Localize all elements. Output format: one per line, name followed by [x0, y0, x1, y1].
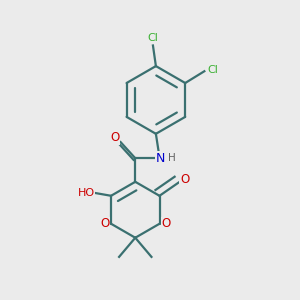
Text: O: O: [180, 173, 189, 186]
Text: O: O: [100, 217, 109, 230]
Text: H: H: [168, 153, 176, 163]
Text: O: O: [110, 131, 119, 144]
Text: HO: HO: [77, 188, 94, 198]
Text: N: N: [156, 152, 165, 165]
Text: Cl: Cl: [207, 65, 218, 75]
Text: Cl: Cl: [148, 33, 158, 43]
Text: O: O: [161, 217, 171, 230]
